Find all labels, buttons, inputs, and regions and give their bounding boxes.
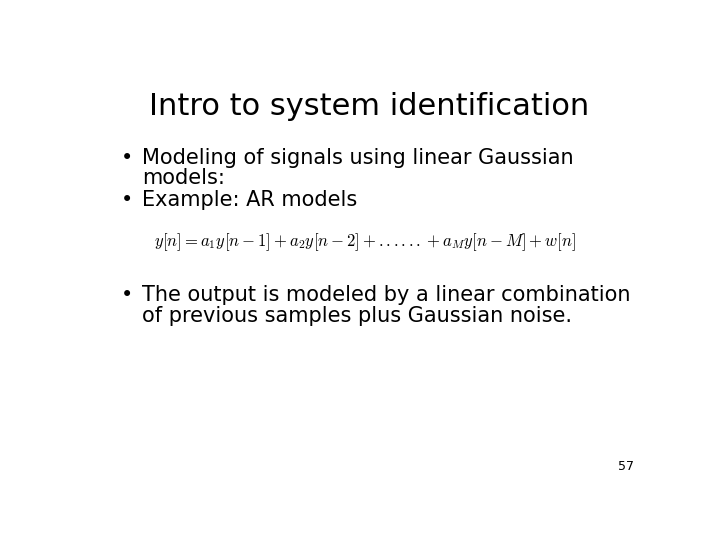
- Text: Example: AR models: Example: AR models: [142, 191, 357, 211]
- Text: The output is modeled by a linear combination: The output is modeled by a linear combin…: [142, 285, 631, 305]
- Text: of previous samples plus Gaussian noise.: of previous samples plus Gaussian noise.: [142, 306, 572, 326]
- Text: Modeling of signals using linear Gaussian: Modeling of signals using linear Gaussia…: [142, 148, 574, 168]
- Text: 57: 57: [618, 460, 634, 473]
- Text: •: •: [121, 285, 133, 305]
- Text: models:: models:: [142, 168, 225, 188]
- Text: $y[n] = a_1 y[n-1] + a_2 y[n-2] + ...... + a_M y[n-M] + w[n]$: $y[n] = a_1 y[n-1] + a_2 y[n-2] + ......…: [154, 231, 576, 253]
- Text: •: •: [121, 148, 133, 168]
- Text: Intro to system identification: Intro to system identification: [149, 92, 589, 121]
- Text: •: •: [121, 191, 133, 211]
